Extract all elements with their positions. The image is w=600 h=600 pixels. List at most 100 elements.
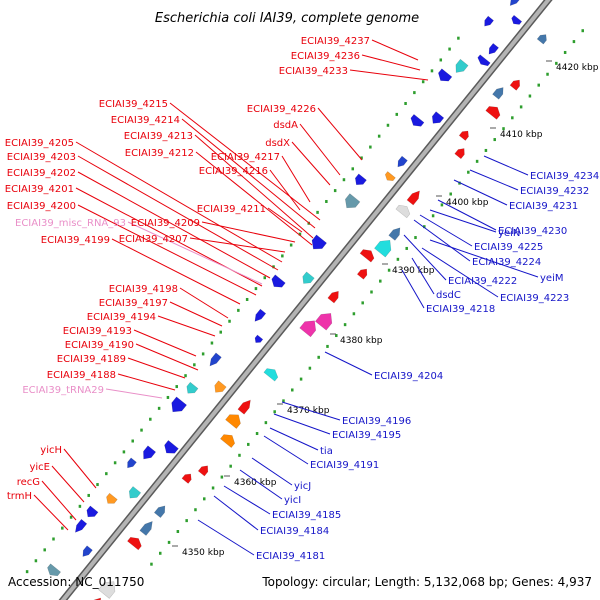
reverse-gene-arrow (82, 545, 93, 557)
gene-label: ECIAI39_4191 (310, 460, 379, 471)
reverse-gene-arrow (254, 334, 264, 343)
forward-gene-arrow (327, 290, 339, 304)
guide-dot (220, 475, 224, 479)
guide-dot (316, 210, 319, 214)
guide-dot (326, 344, 329, 348)
guide-dot (298, 232, 302, 236)
forward-gene-arrow (359, 249, 375, 263)
guide-dot (52, 537, 55, 541)
guide-dot (105, 472, 108, 476)
guide-dot (317, 355, 320, 359)
reverse-gene-arrow (410, 113, 425, 127)
gene-label: ECIAI39_4226 (247, 104, 316, 115)
forward-gene-arrow (492, 87, 504, 100)
gene-label: dsdC (436, 290, 461, 301)
guide-dot (493, 138, 496, 142)
reverse-gene-arrow (74, 518, 88, 533)
leader-line (483, 155, 529, 176)
guide-dot (484, 148, 488, 152)
leader-line (133, 329, 197, 357)
leader-line (269, 427, 319, 451)
guide-dot (245, 297, 249, 301)
map-title: Escherichia coli IAI39, complete genome (155, 11, 419, 26)
forward-gene-arrow (89, 597, 102, 600)
gene-label: ECIAI39_4193 (63, 326, 132, 337)
guide-dot (563, 50, 567, 54)
leader-line (469, 169, 519, 191)
guide-dot (194, 508, 197, 512)
leader-line (317, 107, 363, 161)
leader-line (111, 238, 241, 305)
gene-label: trmH (7, 491, 32, 502)
leader-line (413, 219, 471, 262)
leader-line (157, 315, 216, 337)
guide-dot (184, 374, 187, 378)
gene-label: yicE (29, 462, 50, 473)
gene-label: ECIAI39_4222 (448, 276, 517, 287)
reverse-gene-arrow (397, 155, 408, 168)
guide-dot (581, 29, 584, 33)
guide-dot (263, 276, 266, 280)
gene-label: ECIAI39_4184 (260, 526, 329, 537)
forward-gene-arrow (458, 130, 469, 141)
gene-label: ECIAI39_4185 (272, 510, 341, 521)
guide-dot (325, 199, 328, 203)
leader-line (401, 269, 425, 309)
forward-gene-arrow (395, 204, 411, 219)
reverse-gene-arrow (345, 193, 361, 209)
leader-line (179, 287, 229, 319)
forward-gene-arrow (509, 79, 520, 91)
guide-dot (201, 352, 205, 356)
leader-line (453, 179, 508, 206)
leader-line (135, 343, 199, 371)
forward-gene-arrow (314, 313, 333, 331)
leader-line (51, 465, 85, 503)
forward-gene-arrow (225, 414, 241, 429)
forward-gene-arrow (127, 536, 142, 551)
reverse-gene-arrow (311, 234, 327, 250)
gene-label: ECIAI39_4203 (7, 152, 76, 163)
summary-text: Topology: circular; Length: 5,132,068 bp… (261, 575, 592, 589)
guide-dot (149, 417, 152, 421)
leader-line (291, 141, 331, 186)
leader-line (349, 69, 429, 81)
guide-dot (43, 548, 46, 552)
guide-dot (555, 61, 558, 65)
gene-label: ECIAI39_4197 (99, 298, 168, 309)
guide-dot (405, 246, 408, 250)
forward-gene-arrow (181, 473, 192, 484)
reverse-gene-arrow (171, 396, 187, 413)
reverse-gene-arrow (431, 111, 445, 124)
gene-label: yicJ (294, 481, 311, 492)
gene-label: tia (320, 446, 333, 457)
gene-label: ECIAI39_4212 (125, 148, 194, 159)
guide-dot (430, 69, 434, 73)
gene-label: ECIAI39_4209 (131, 218, 200, 229)
reverse-gene-arrow (384, 171, 396, 182)
gene-label: ECIAI39_4225 (474, 242, 543, 253)
guide-dot (238, 453, 241, 457)
guide-dot (175, 385, 178, 389)
gene-label: ECIAI39_4196 (342, 416, 411, 427)
forward-gene-arrow (220, 434, 236, 448)
leader-line (371, 39, 419, 61)
accession-text: Accession: NC_011750 (8, 575, 144, 589)
guide-dot (131, 439, 134, 443)
leader-line (437, 199, 497, 231)
leader-line (127, 221, 263, 285)
guide-dot (475, 159, 479, 163)
guide-dot (335, 334, 338, 338)
gene-label: dsdA (273, 120, 298, 131)
forward-gene-arrow (98, 581, 116, 599)
leader-line (251, 457, 293, 486)
guide-dot (546, 72, 549, 76)
gene-label: ECIAI39_4195 (332, 430, 401, 441)
gene-label: yeiM (540, 273, 563, 284)
gene-label: ECIAI39_4190 (65, 340, 134, 351)
genome-backbone (58, 0, 553, 600)
tick-label: 4410 kbp (500, 130, 543, 140)
gene-label: ECIAI39_4198 (109, 284, 178, 295)
reverse-gene-arrow (488, 43, 499, 55)
guide-dot (519, 105, 523, 109)
